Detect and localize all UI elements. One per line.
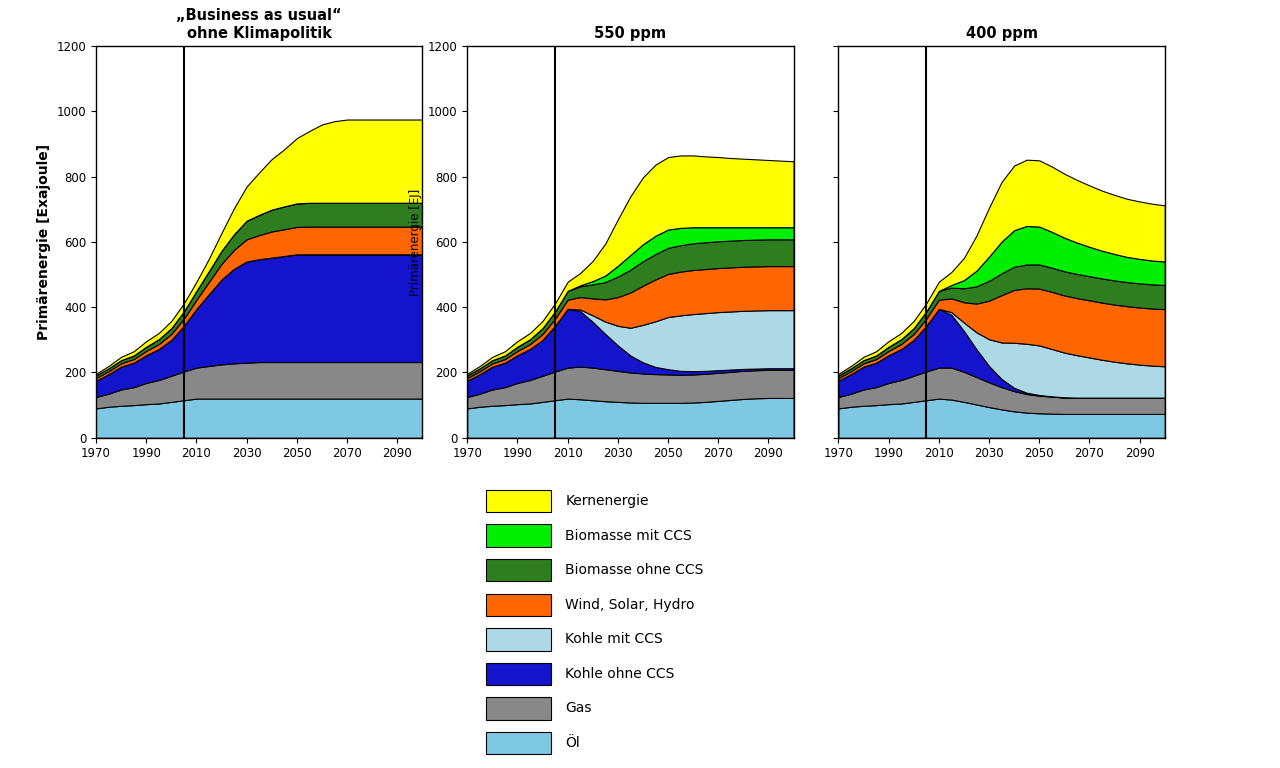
Text: Öl: Öl [566, 736, 580, 750]
Title: „Business as usual“
ohne Klimapolitik: „Business as usual“ ohne Klimapolitik [177, 8, 342, 41]
Bar [486, 594, 550, 616]
Text: Kernenergie: Kernenergie [566, 494, 649, 508]
Bar [486, 663, 550, 685]
Title: 400 ppm: 400 ppm [965, 26, 1038, 41]
Y-axis label: Primärenergie [Exajoule]: Primärenergie [Exajoule] [37, 144, 51, 340]
Y-axis label: Primärenergie [EJ]: Primärenergie [EJ] [410, 188, 422, 296]
Bar [486, 697, 550, 720]
Title: 550 ppm: 550 ppm [594, 26, 667, 41]
Text: Wind, Solar, Hydro: Wind, Solar, Hydro [566, 598, 695, 612]
Bar [486, 559, 550, 581]
Text: Biomasse ohne CCS: Biomasse ohne CCS [566, 563, 704, 578]
Bar [486, 525, 550, 547]
Text: Biomasse mit CCS: Biomasse mit CCS [566, 528, 692, 543]
Text: Kohle ohne CCS: Kohle ohne CCS [566, 667, 675, 681]
Text: Kohle mit CCS: Kohle mit CCS [566, 632, 663, 647]
Bar [486, 628, 550, 650]
Text: Gas: Gas [566, 701, 591, 716]
Bar [486, 490, 550, 512]
Bar [486, 732, 550, 754]
